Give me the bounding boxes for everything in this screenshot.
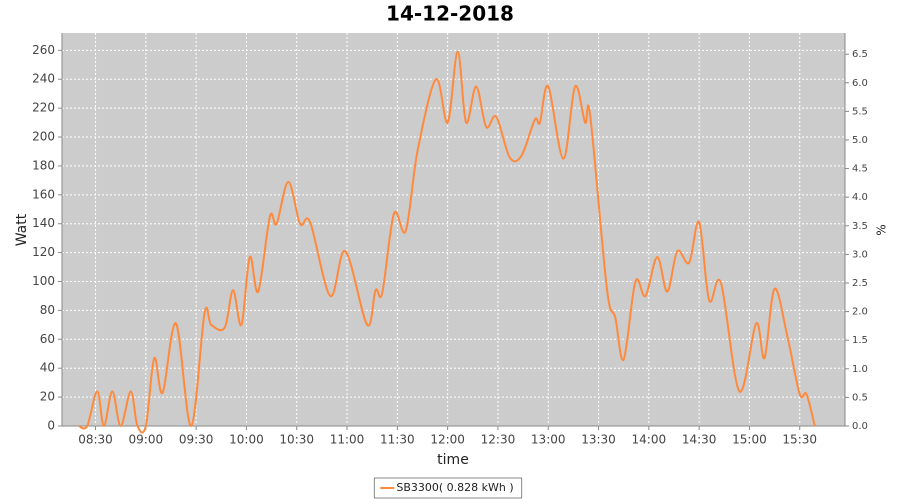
y2-tick-label: 0.5 (852, 392, 868, 403)
y-tick-label: 40 (40, 361, 55, 375)
y-tick-label: 240 (32, 72, 55, 86)
x-tick-label: 09:30 (179, 433, 214, 447)
x-tick-label: 13:00 (531, 433, 566, 447)
x-tick-label: 14:30 (682, 433, 717, 447)
y2-tick-label: 6.5 (852, 49, 868, 60)
chart-title: 14-12-2018 (386, 2, 514, 26)
y2-tick-label: 2.0 (852, 307, 868, 318)
y-tick-label: 160 (32, 187, 55, 201)
x-tick-label: 15:00 (732, 433, 767, 447)
y-tick-label: 260 (32, 43, 55, 57)
y-tick-label: 60 (40, 332, 55, 346)
x-axis-label: time (437, 452, 469, 468)
y2-tick-label: 1.0 (852, 364, 868, 375)
legend-box (373, 477, 523, 499)
y2-tick-label: 4.5 (852, 164, 868, 175)
x-tick-label: 13:30 (581, 433, 616, 447)
y2-tick-label: 2.5 (852, 278, 868, 289)
y2-tick-label: 0.0 (852, 421, 868, 432)
x-tick-label: 10:00 (229, 433, 264, 447)
x-tick-label: 12:30 (481, 433, 516, 447)
y2-tick-label: 1.5 (852, 335, 868, 346)
y-tick-label: 180 (32, 158, 55, 172)
x-tick-label: 11:00 (330, 433, 365, 447)
x-tick-label: 12:00 (430, 433, 465, 447)
y-tick-label: 100 (32, 274, 55, 288)
y2-tick-label: 3.0 (852, 249, 868, 260)
y2-tick-label: 5.0 (852, 135, 868, 146)
y-tick-label: 0 (47, 419, 55, 433)
x-tick-label: 11:30 (380, 433, 415, 447)
y-axis-label: Watt (14, 213, 30, 246)
legend-label: SB3300( 0.828 kWh ) (396, 481, 513, 494)
x-tick-label: 15:30 (782, 433, 817, 447)
x-tick-label: 08:30 (78, 433, 113, 447)
y-tick-label: 140 (32, 216, 55, 230)
y-tick-label: 220 (32, 101, 55, 115)
x-tick-label: 09:00 (129, 433, 164, 447)
y-tick-label: 120 (32, 245, 55, 259)
plot-area (62, 33, 845, 426)
x-tick-label: 10:30 (279, 433, 314, 447)
y2-tick-label: 4.0 (852, 192, 868, 203)
series-line (78, 50, 816, 434)
y2-axis-label: % (875, 224, 889, 235)
y-tick-label: 20 (40, 390, 55, 404)
y2-tick-label: 5.5 (852, 106, 868, 117)
y2-tick-label: 3.5 (852, 221, 868, 232)
y-tick-label: 200 (32, 130, 55, 144)
legend: SB3300( 0.828 kWh ) (373, 477, 523, 499)
y-tick-label: 80 (40, 303, 55, 317)
y2-tick-label: 6.0 (852, 78, 868, 89)
x-tick-label: 14:00 (632, 433, 667, 447)
